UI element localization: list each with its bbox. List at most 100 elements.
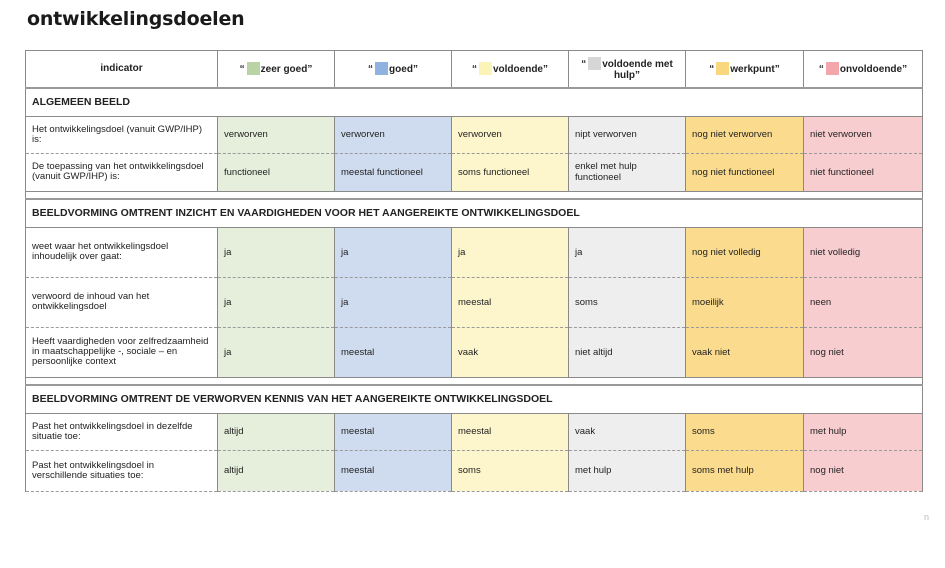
level-cell: vaak niet [685, 326, 804, 378]
level-cell: met hulp [803, 412, 923, 451]
indicator-cell: verwoord de inhoud van het ontwikkelings… [25, 276, 218, 328]
section-title: BEELDVORMING OMTRENT DE VERWORVEN KENNIS… [25, 383, 923, 414]
level-cell: nog niet volledig [685, 226, 804, 278]
level-label: werkpunt [730, 64, 775, 76]
level-label: onvoldoende [839, 64, 903, 76]
level-cell: ja [568, 226, 686, 278]
table-row: verwoord de inhoud van het ontwikkelings… [25, 276, 923, 328]
level-cell: meestal [451, 276, 569, 328]
close-quote: ” [774, 64, 780, 76]
table-row: Heeft vaardigheden voor zelfredzaamheid … [25, 326, 923, 378]
table-row: Het ontwikkelingsdoel (vanuit GWP/IHP) i… [25, 115, 923, 154]
rubric-table: indicator “zeer goed” “goed” “voldoende” “vo… [25, 50, 923, 492]
level-cell: met hulp [568, 449, 686, 492]
level-label: goed [389, 64, 413, 76]
level-cell: niet altijd [568, 326, 686, 378]
level-cell: nipt verworven [568, 115, 686, 154]
level-cell: soms [685, 412, 804, 451]
table-row: weet waar het ontwikkelingsdoel inhoudel… [25, 226, 923, 278]
indicator-cell: Het ontwikkelingsdoel (vanuit GWP/IHP) i… [25, 115, 218, 154]
level-cell: verworven [334, 115, 452, 154]
header-level: “ voldoende” [451, 50, 569, 88]
page-title: ontwikkelingsdoelen [27, 8, 245, 30]
level-cell: vaak [568, 412, 686, 451]
level-cell: soms functioneel [451, 152, 569, 192]
section-spacer [25, 190, 923, 199]
open-quote: “ [239, 64, 245, 76]
level-cell: meestal [334, 449, 452, 492]
indicator-cell: Past het ontwikkelingsdoel in dezelfde s… [25, 412, 218, 451]
level-cell: verworven [217, 115, 335, 154]
section-header-row: BEELDVORMING OMTRENT DE VERWORVEN KENNIS… [25, 383, 923, 414]
section-spacer [25, 376, 923, 385]
level-cell: niet volledig [803, 226, 923, 278]
level-cell: meestal functioneel [334, 152, 452, 192]
level-cell: meestal [334, 412, 452, 451]
section-title: BEELDVORMING OMTRENT INZICHT EN VAARDIGH… [25, 197, 923, 228]
color-swatch-icon [588, 56, 602, 70]
color-swatch-icon [246, 62, 260, 76]
level-cell: altijd [217, 449, 335, 492]
level-cell: soms [568, 276, 686, 328]
header-indicator: indicator [25, 50, 218, 88]
level-cell: ja [334, 226, 452, 278]
close-quote: ” [412, 64, 418, 76]
color-swatch-icon [825, 62, 839, 76]
header-row: indicator “zeer goed” “goed” “voldoende” “vo… [25, 50, 923, 88]
level-cell: nog niet verworven [685, 115, 804, 154]
level-cell: moeilijk [685, 276, 804, 328]
level-cell: soms met hulp [685, 449, 804, 492]
table-row: De toepassing van het ontwikkelingsdoel … [25, 152, 923, 192]
close-quote: ” [543, 64, 548, 76]
header-level: “ voldoende met hulp” [568, 50, 686, 88]
open-quote: “ [709, 64, 715, 76]
level-cell: ja [217, 276, 335, 328]
level-cell: altijd [217, 412, 335, 451]
level-cell: nog niet [803, 449, 923, 492]
indicator-cell: De toepassing van het ontwikkelingsdoel … [25, 152, 218, 192]
level-label: voldoende [492, 64, 543, 76]
color-swatch-icon [716, 62, 730, 76]
indicator-cell: Heeft vaardigheden voor zelfredzaamheid … [25, 326, 218, 378]
header-level: “ werkpunt” [685, 50, 804, 88]
open-quote: “ [818, 64, 824, 76]
level-cell: vaak [451, 326, 569, 378]
open-quote: “ [368, 64, 374, 76]
header-level: “ onvoldoende” [803, 50, 923, 88]
open-quote: “ [471, 64, 477, 76]
spacer-cell [25, 190, 923, 199]
section-title: ALGEMEEN BEELD [25, 86, 923, 117]
level-cell: enkel met hulp functioneel [568, 152, 686, 192]
level-cell: ja [217, 226, 335, 278]
level-cell: meestal [451, 412, 569, 451]
section-header-row: BEELDVORMING OMTRENT INZICHT EN VAARDIGH… [25, 197, 923, 228]
level-cell: ja [217, 326, 335, 378]
level-label: voldoende met hulp [602, 58, 673, 81]
close-quote: ” [902, 64, 908, 76]
level-cell: neen [803, 276, 923, 328]
section-header-row: ALGEMEEN BEELD [25, 86, 923, 117]
header-level: “ goed” [334, 50, 452, 88]
spacer-cell [25, 376, 923, 385]
close-quote: ” [635, 69, 641, 81]
level-cell: soms [451, 449, 569, 492]
close-quote: ” [307, 64, 313, 76]
indicator-cell: weet waar het ontwikkelingsdoel inhoudel… [25, 226, 218, 278]
header-level: “ zeer goed” [217, 50, 335, 88]
open-quote: “ [581, 58, 587, 70]
level-cell: nog niet [803, 326, 923, 378]
level-cell: ja [334, 276, 452, 328]
level-cell: functioneel [217, 152, 335, 192]
color-swatch-icon [478, 62, 492, 76]
color-swatch-icon [375, 62, 389, 76]
table-row: Past het ontwikkelingsdoel in dezelfde s… [25, 412, 923, 451]
level-cell: niet verworven [803, 115, 923, 154]
level-cell: niet functioneel [803, 152, 923, 192]
level-cell: meestal [334, 326, 452, 378]
corner-mark: n [924, 512, 930, 522]
level-cell: nog niet functioneel [685, 152, 804, 192]
level-label: zeer goed [260, 64, 308, 76]
level-cell: verworven [451, 115, 569, 154]
level-cell: ja [451, 226, 569, 278]
table-row: Past het ontwikkelingsdoel in verschille… [25, 449, 923, 492]
